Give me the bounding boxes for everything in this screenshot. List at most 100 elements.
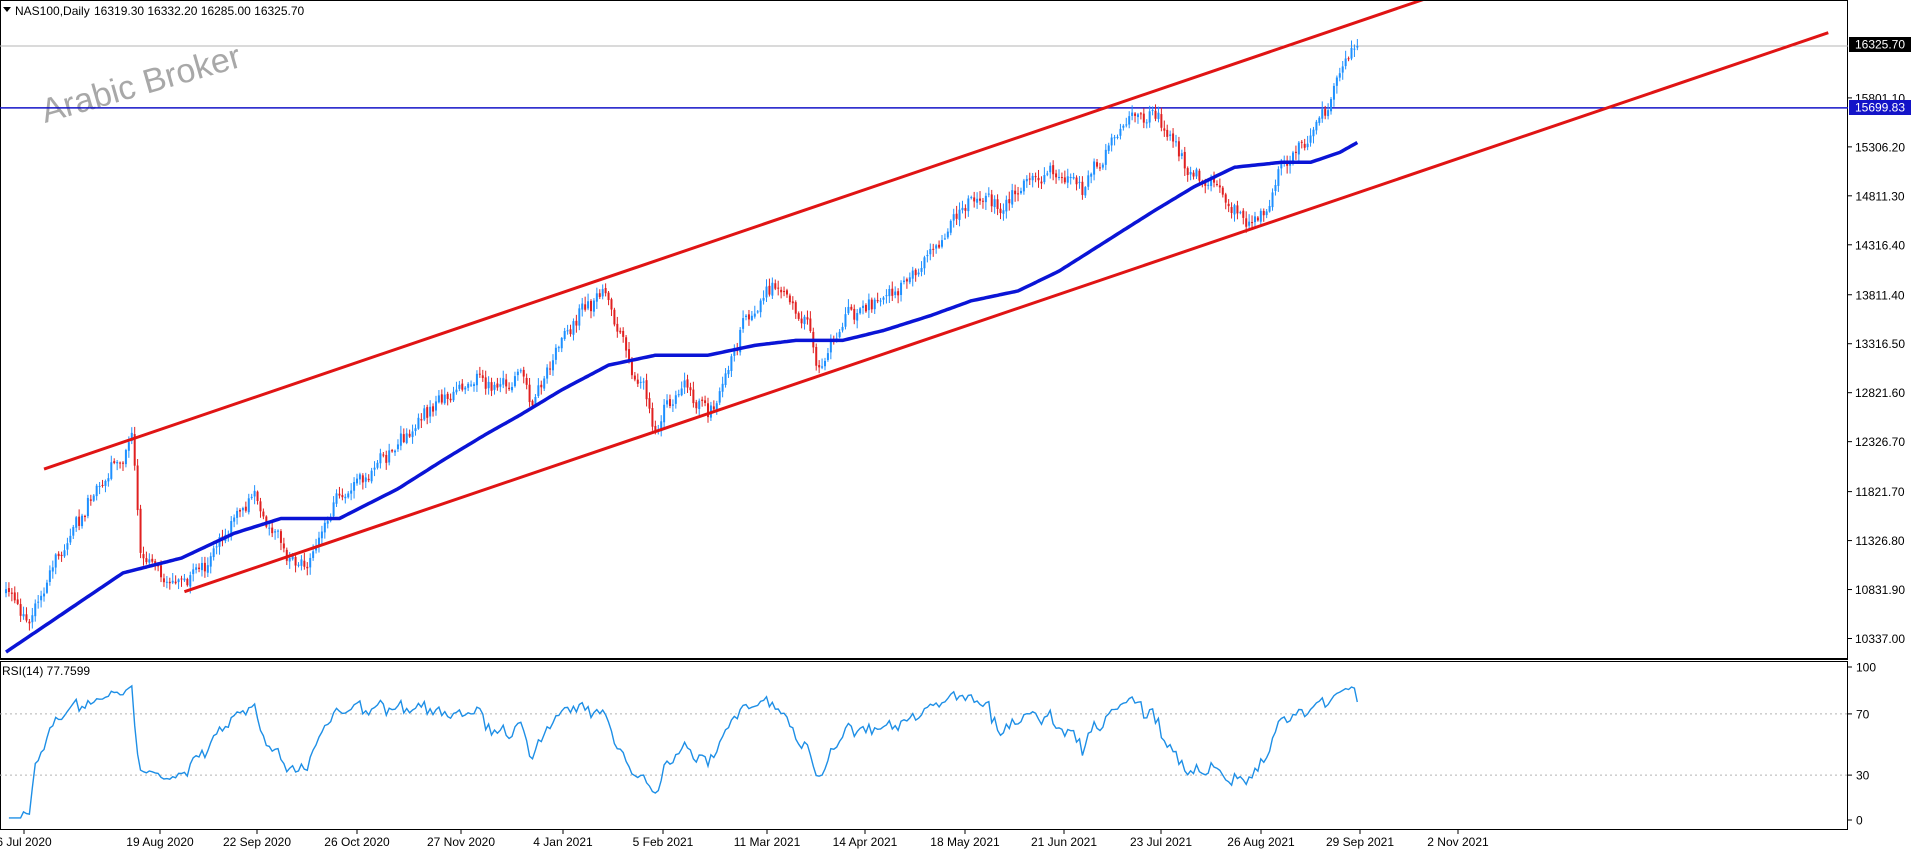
- candle-body: [984, 195, 987, 203]
- candle-body: [110, 462, 113, 479]
- rsi-tick-label: 100: [1856, 661, 1876, 675]
- candle-body: [1019, 190, 1022, 194]
- candle: [1087, 170, 1090, 191]
- candle-body: [1338, 73, 1341, 78]
- candle-body: [955, 213, 958, 219]
- candle: [686, 374, 689, 393]
- candle: [1002, 203, 1005, 221]
- candle: [458, 380, 461, 392]
- candle-body: [367, 478, 370, 481]
- candle-body: [303, 560, 306, 567]
- candle: [116, 459, 119, 471]
- triangle-down-icon[interactable]: [3, 7, 11, 12]
- candle-body: [1075, 177, 1078, 185]
- price-axis[interactable]: 15801.1015306.2014811.3014316.4013811.40…: [1848, 91, 1905, 646]
- candle-body: [473, 384, 475, 386]
- candle: [759, 298, 762, 318]
- candle: [19, 598, 22, 622]
- candle: [361, 473, 364, 490]
- candle: [130, 427, 133, 445]
- candle-body: [294, 556, 297, 566]
- candle-body: [581, 303, 584, 310]
- candle-body: [633, 375, 636, 380]
- candle-body: [66, 543, 69, 550]
- candle: [949, 219, 952, 236]
- candle-body: [519, 370, 522, 372]
- candle-body: [385, 454, 388, 463]
- candle-body: [806, 317, 809, 320]
- candle: [168, 577, 171, 590]
- candle-body: [838, 331, 841, 338]
- candle: [1224, 192, 1227, 210]
- candle: [45, 579, 48, 594]
- candle: [1327, 103, 1330, 120]
- candle-body: [1101, 164, 1104, 168]
- candle: [396, 439, 399, 452]
- candle-body: [908, 277, 911, 283]
- candle: [704, 395, 707, 407]
- candle: [943, 233, 946, 240]
- candle-body: [762, 297, 765, 301]
- candle: [1081, 176, 1084, 200]
- candle-body: [721, 383, 724, 392]
- candle-body: [1025, 178, 1028, 182]
- candle: [622, 327, 625, 343]
- rsi-axis[interactable]: 100 70 30 0: [1848, 661, 1876, 828]
- candle: [394, 449, 397, 456]
- candle: [209, 552, 212, 574]
- candle: [996, 194, 999, 216]
- candle-body: [733, 348, 736, 356]
- candle-body: [809, 318, 812, 332]
- candle-body: [130, 432, 133, 441]
- candle: [309, 553, 312, 575]
- candle-body: [856, 313, 859, 321]
- candle: [1338, 67, 1341, 82]
- candle-body: [69, 535, 72, 543]
- candle-body: [233, 517, 236, 522]
- candle: [239, 508, 241, 518]
- candle-body: [534, 397, 537, 407]
- candle: [1236, 200, 1239, 220]
- candle: [124, 448, 127, 468]
- candle-body: [10, 592, 13, 594]
- candle: [1239, 210, 1242, 215]
- candle-body: [341, 495, 344, 498]
- candle-body: [704, 400, 707, 403]
- candle: [1300, 140, 1303, 149]
- channel-lines[interactable]: [43, 0, 1829, 594]
- candle: [253, 485, 256, 505]
- candle: [502, 370, 505, 389]
- candle: [979, 191, 982, 205]
- candle: [279, 529, 282, 551]
- time-axis[interactable]: 6 Jul 2020 19 Aug 2020 22 Sep 2020 26 Oct 2…: [0, 830, 1489, 849]
- candle-body: [1175, 141, 1177, 143]
- candle: [1172, 128, 1175, 148]
- candle: [888, 285, 891, 304]
- rsi-header: RSI(14) 77.7599: [2, 664, 90, 678]
- candle: [72, 524, 75, 540]
- candle-body: [203, 562, 206, 572]
- candle-body: [356, 478, 358, 484]
- channel-lower-line[interactable]: [183, 31, 1829, 594]
- candle-body: [1163, 128, 1166, 131]
- candle-body: [1014, 190, 1017, 195]
- candle-body: [1186, 168, 1189, 176]
- candle: [718, 387, 721, 406]
- candle: [873, 297, 876, 315]
- candle: [478, 366, 481, 378]
- channel-upper-line[interactable]: [43, 0, 1425, 471]
- candle-body: [668, 399, 671, 407]
- candle-body: [900, 282, 903, 295]
- candle-body: [490, 382, 493, 391]
- candle-body: [1236, 205, 1239, 214]
- candle: [256, 490, 259, 505]
- candle-body: [335, 493, 338, 504]
- candle-body: [718, 391, 721, 403]
- candle: [461, 379, 464, 392]
- candle: [335, 489, 338, 507]
- candle: [1119, 123, 1122, 140]
- candle: [1043, 167, 1046, 185]
- candle: [449, 393, 452, 403]
